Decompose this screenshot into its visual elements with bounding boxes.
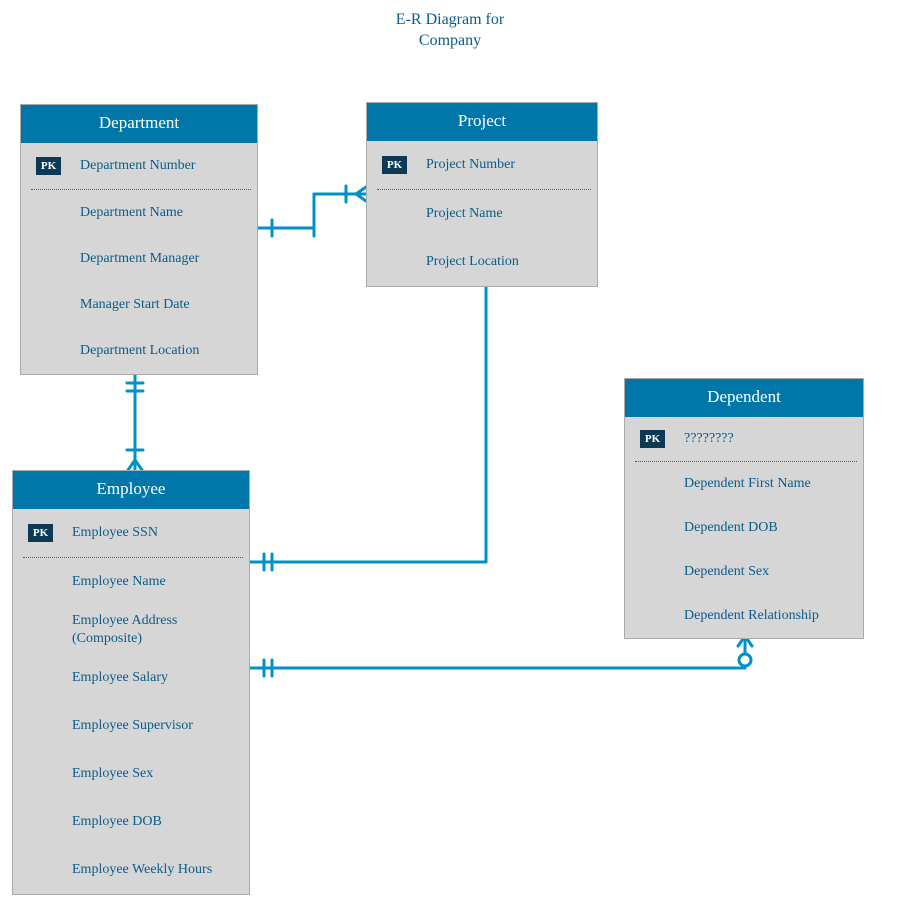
attribute-label: ???????? bbox=[680, 424, 863, 454]
attribute-label: Project Number bbox=[422, 150, 597, 180]
entity-header: Project bbox=[367, 103, 597, 141]
diagram-title: E-R Diagram for Company bbox=[0, 10, 900, 52]
pk-badge: PK bbox=[382, 156, 407, 174]
attribute-row: Employee Address (Composite) bbox=[13, 606, 249, 654]
attribute-row: Department Location bbox=[21, 328, 257, 374]
attribute-row: Employee Salary bbox=[13, 654, 249, 702]
title-line-2: Company bbox=[419, 32, 481, 49]
entity-dependent: DependentPK????????Dependent First NameD… bbox=[624, 378, 864, 639]
entity-header: Department bbox=[21, 105, 257, 143]
attribute-label: Dependent Relationship bbox=[680, 601, 863, 631]
attribute-row-pk: PK Project Number bbox=[367, 141, 597, 189]
pk-badge: PK bbox=[36, 157, 61, 175]
pk-column: PK bbox=[21, 157, 76, 175]
attribute-label: Employee Sex bbox=[68, 759, 249, 789]
attribute-row: Project Name bbox=[367, 190, 597, 238]
title-line-1: E-R Diagram for bbox=[396, 11, 504, 28]
attribute-row: Manager Start Date bbox=[21, 282, 257, 328]
entity-header: Dependent bbox=[625, 379, 863, 417]
attribute-row: Department Name bbox=[21, 190, 257, 236]
attribute-row: Employee DOB bbox=[13, 798, 249, 846]
attribute-label: Employee Address (Composite) bbox=[68, 606, 249, 654]
attribute-label: Department Manager bbox=[76, 244, 257, 274]
attribute-row: Employee Supervisor bbox=[13, 702, 249, 750]
entity-header: Employee bbox=[13, 471, 249, 509]
entity-department: Department PK Department Number Department … bbox=[20, 104, 258, 375]
pk-badge: PK bbox=[640, 430, 665, 448]
pk-column: PK bbox=[13, 524, 68, 542]
attribute-label: Dependent Sex bbox=[680, 557, 863, 587]
attribute-row: Employee Sex bbox=[13, 750, 249, 798]
attribute-label: Manager Start Date bbox=[76, 290, 257, 320]
pk-column: PK bbox=[367, 156, 422, 174]
attribute-row: Employee Name bbox=[13, 558, 249, 606]
attribute-label: Employee Supervisor bbox=[68, 711, 249, 741]
attribute-label: Department Name bbox=[76, 198, 257, 228]
attribute-row: Employee Weekly Hours bbox=[13, 846, 249, 894]
attribute-row: Project Location bbox=[367, 238, 597, 286]
pk-column: PK bbox=[625, 430, 680, 448]
attribute-row: Dependent Relationship bbox=[625, 594, 863, 638]
entity-employee: Employee PK Employee SSN Employee Name Emplo… bbox=[12, 470, 250, 895]
pk-badge: PK bbox=[28, 524, 53, 542]
attribute-row-pk: PK Department Number bbox=[21, 143, 257, 189]
attribute-label: Project Location bbox=[422, 247, 597, 277]
attribute-label: Project Name bbox=[422, 199, 597, 229]
attribute-label: Department Location bbox=[76, 336, 257, 366]
attribute-label: Dependent DOB bbox=[680, 513, 863, 543]
attribute-label: Employee SSN bbox=[68, 518, 249, 548]
attribute-row-pk: PK Employee SSN bbox=[13, 509, 249, 557]
attribute-label: Employee Salary bbox=[68, 663, 249, 693]
attribute-label: Employee Weekly Hours bbox=[68, 855, 249, 885]
attribute-row: Dependent DOB bbox=[625, 506, 863, 550]
attribute-label: Department Number bbox=[76, 151, 257, 181]
attribute-row: Department Manager bbox=[21, 236, 257, 282]
attribute-row-pk: PK???????? bbox=[625, 417, 863, 461]
attribute-row: Dependent First Name bbox=[625, 462, 863, 506]
attribute-label: Dependent First Name bbox=[680, 469, 863, 499]
attribute-label: Employee Name bbox=[68, 567, 249, 597]
attribute-row: Dependent Sex bbox=[625, 550, 863, 594]
entity-project: Project PK Project Number Project Name Proje… bbox=[366, 102, 598, 287]
attribute-label: Employee DOB bbox=[68, 807, 249, 837]
